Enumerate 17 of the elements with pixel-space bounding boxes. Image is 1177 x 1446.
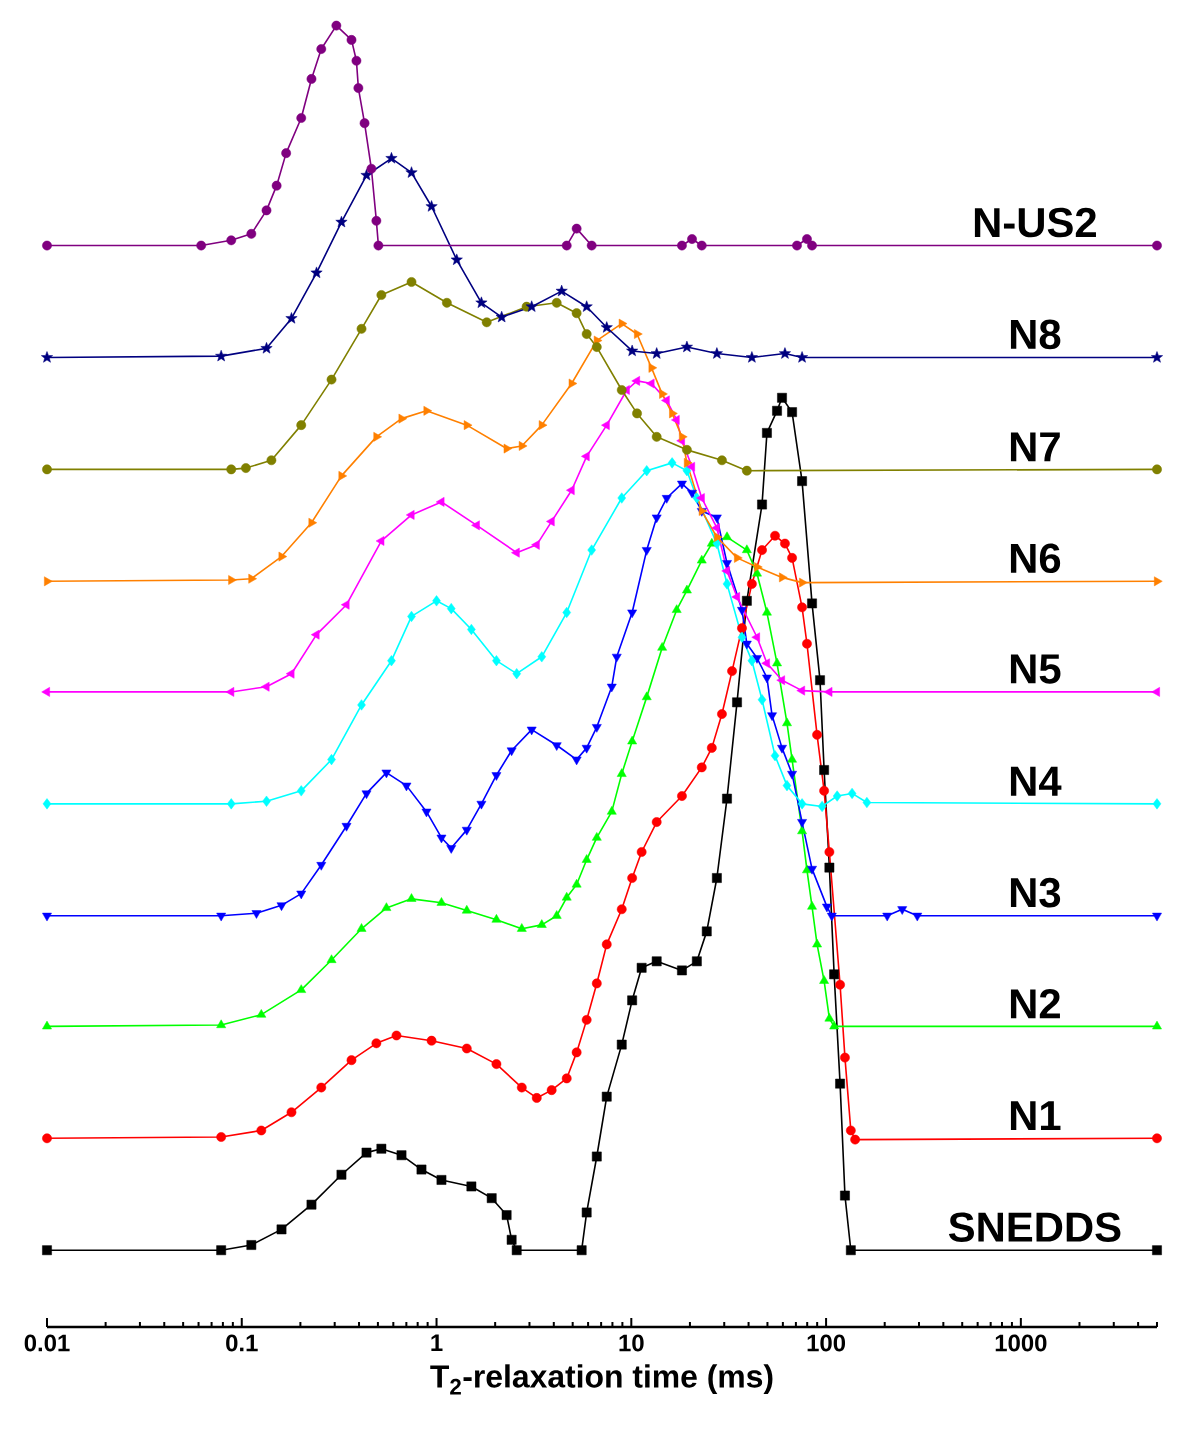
series-label: N5 [1010,654,1061,684]
x-tick-label: 1 [431,1334,443,1351]
series-label: N2 [1010,988,1060,1019]
series-label: N6 [1010,543,1061,574]
x-tick-label: 100 [807,1334,846,1352]
x-tick-label: 0.01 [24,1334,70,1352]
x-tick-label: 10 [619,1334,644,1352]
x-tick-label: 1000 [995,1334,1047,1352]
series-label: N3 [1010,877,1061,908]
series-label: N8 [1010,319,1061,350]
series-label: N1 [1010,1101,1061,1131]
x-tick-label: 0.1 [226,1334,258,1352]
x-axis-title: T$_{2}$-relaxation time (ms) [430,1364,773,1395]
series-label: N7 [1010,432,1060,462]
series-label: SNEDDS [948,1212,1121,1243]
series-label: N4 [1010,766,1062,796]
series-label: N-US2 [974,207,1096,238]
